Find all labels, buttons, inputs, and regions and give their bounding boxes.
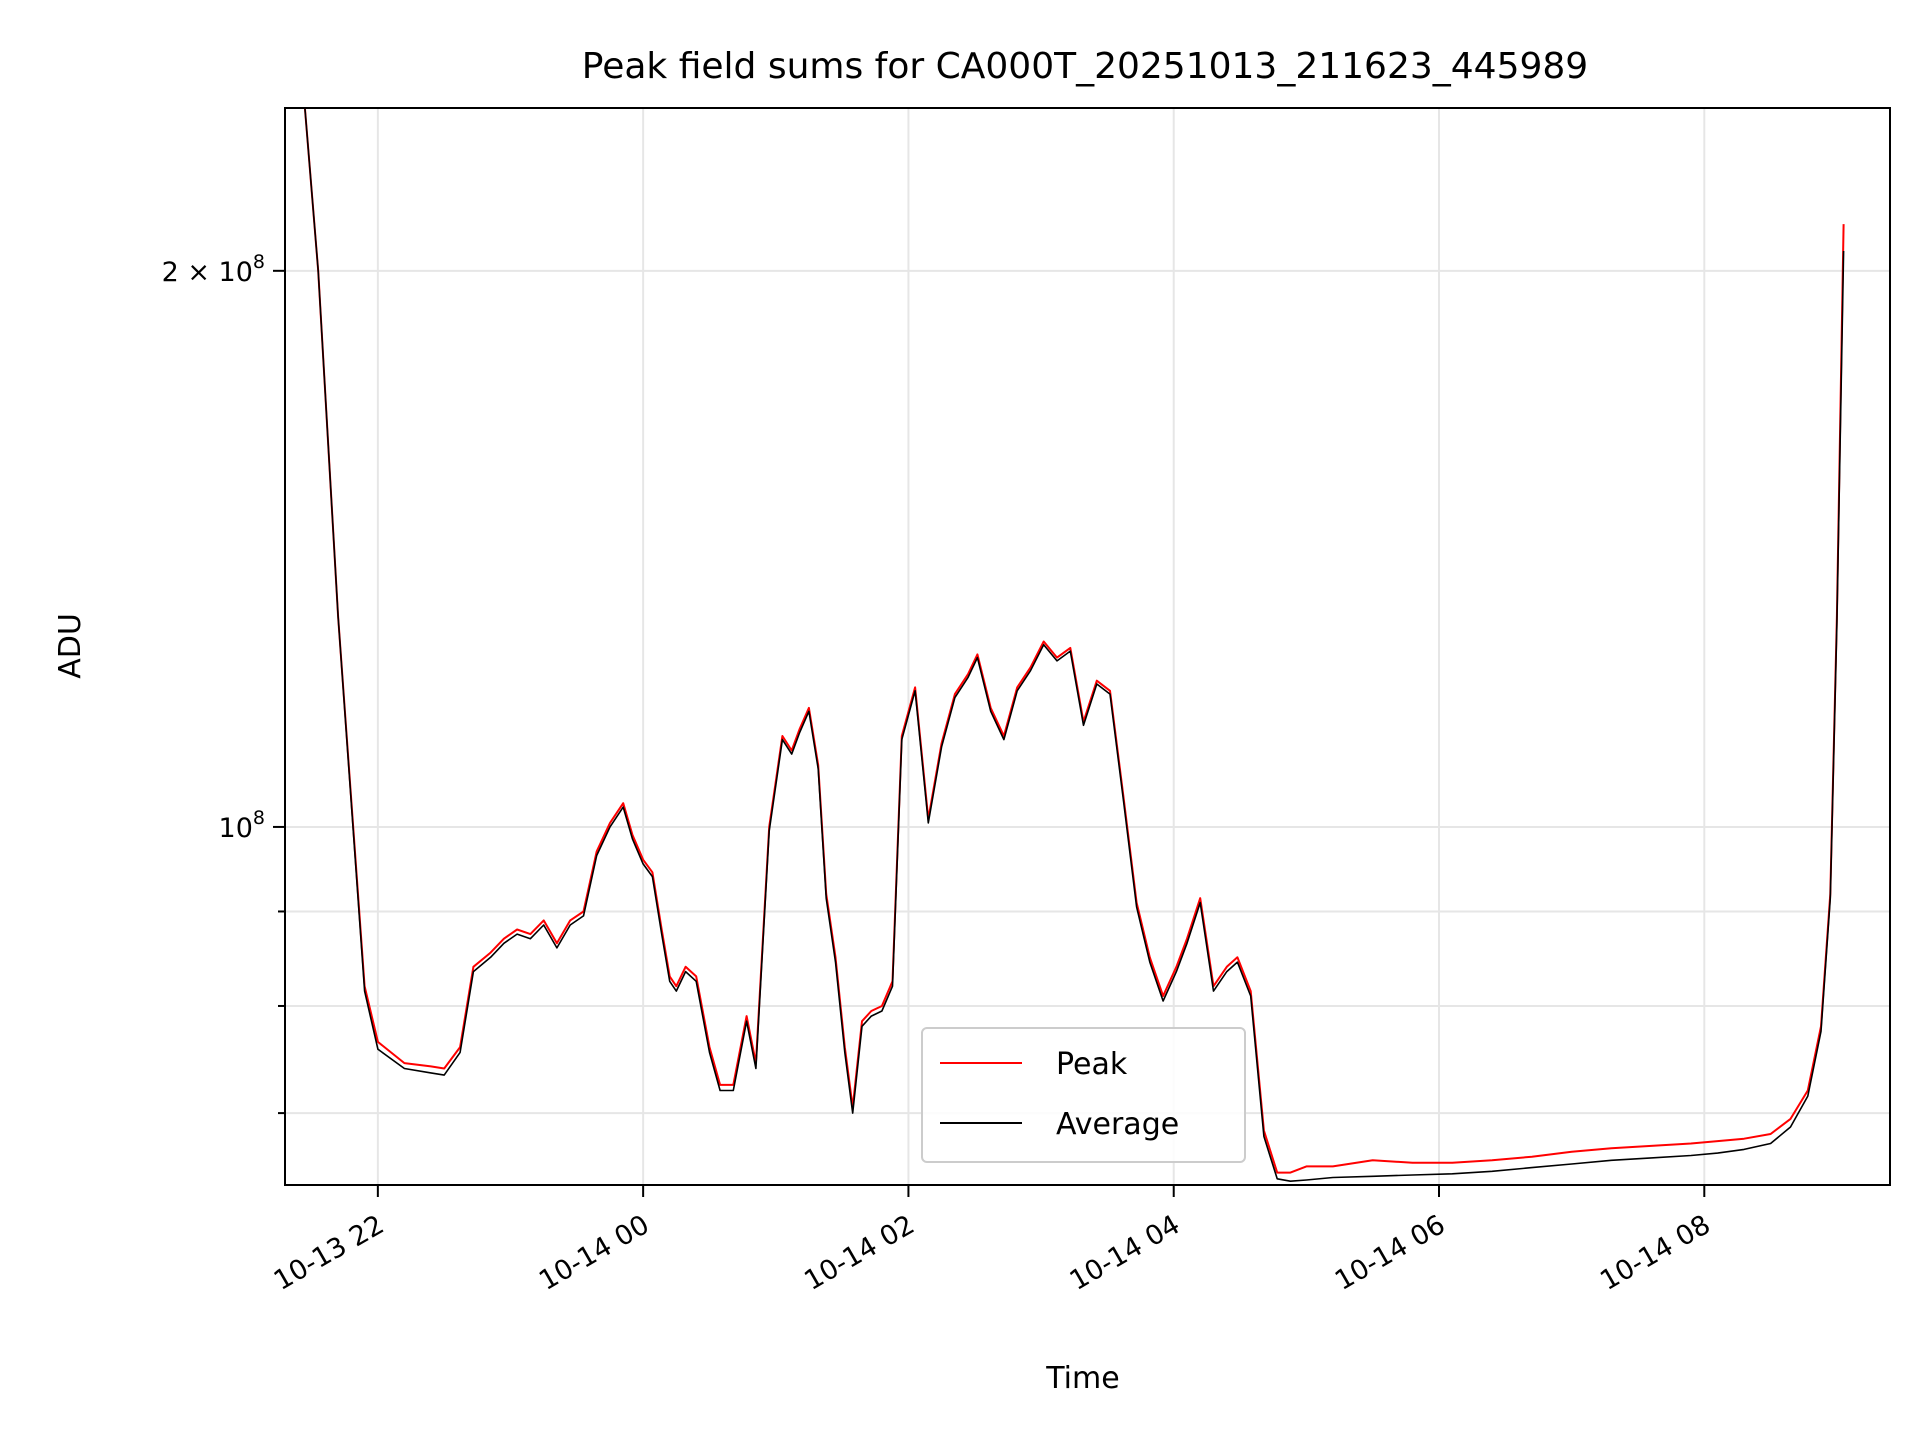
- grid: [285, 108, 1890, 1185]
- x-axis-title: Time: [1045, 1361, 1119, 1396]
- chart-title: Peak field sums for CA000T_20251013_2116…: [582, 46, 1588, 87]
- y-tick-label: 2 × 108: [162, 251, 265, 288]
- y-tick-exponent: 8: [253, 251, 265, 273]
- legend-box: [921, 1027, 1246, 1163]
- y-tick-base: 10: [219, 813, 253, 844]
- plot-frame: [284, 107, 1891, 1186]
- y-axis-title: ADU: [53, 613, 88, 679]
- y-tick-base: 2 × 10: [162, 257, 253, 288]
- legend-label-peak: Peak: [1056, 1047, 1128, 1082]
- y-tick-label: 108: [219, 807, 265, 844]
- legend: Peak Average: [921, 1027, 1246, 1163]
- y-tick-exponent: 8: [253, 807, 265, 829]
- series-layer: [303, 108, 1845, 1182]
- legend-label-average: Average: [1056, 1107, 1179, 1142]
- series-line-average: [304, 108, 1845, 1182]
- series-line-peak: [303, 108, 1845, 1174]
